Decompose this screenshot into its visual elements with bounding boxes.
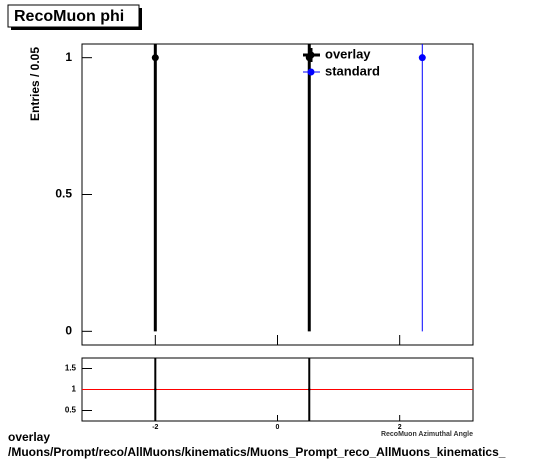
main-frame xyxy=(81,43,474,346)
plot-area xyxy=(82,358,473,421)
legend-marker xyxy=(307,51,315,59)
x-tick-label: 0 xyxy=(276,424,280,431)
plot-area xyxy=(151,44,426,332)
data-point xyxy=(151,54,159,62)
data-point xyxy=(154,388,157,391)
legend-label: standard xyxy=(325,63,380,78)
x-axis-label: RecoMuon Azimuthal Angle xyxy=(381,431,473,438)
legend-marker xyxy=(307,68,315,76)
y-axis-label: Entries / 0.05 xyxy=(28,47,42,121)
y-tick-label: 1.5 xyxy=(65,364,77,373)
footer-label: overlay xyxy=(8,430,50,444)
x-tick-label: 2 xyxy=(398,424,402,431)
chart-title: RecoMuon phi xyxy=(14,8,124,25)
data-point xyxy=(418,54,426,62)
footer-path: /Muons/Prompt/reco/AllMuons/kinematics/M… xyxy=(8,445,506,459)
title-box xyxy=(7,4,140,28)
y-tick-label: 1 xyxy=(65,50,72,64)
y-tick-label: 1 xyxy=(72,385,77,394)
y-tick-label: 0 xyxy=(65,323,72,337)
legend-label: overlay xyxy=(325,46,371,61)
x-tick-label: -2 xyxy=(152,424,158,431)
y-tick-label: 0.5 xyxy=(55,187,72,201)
data-point xyxy=(308,388,311,391)
y-tick-label: 0.5 xyxy=(65,406,77,415)
